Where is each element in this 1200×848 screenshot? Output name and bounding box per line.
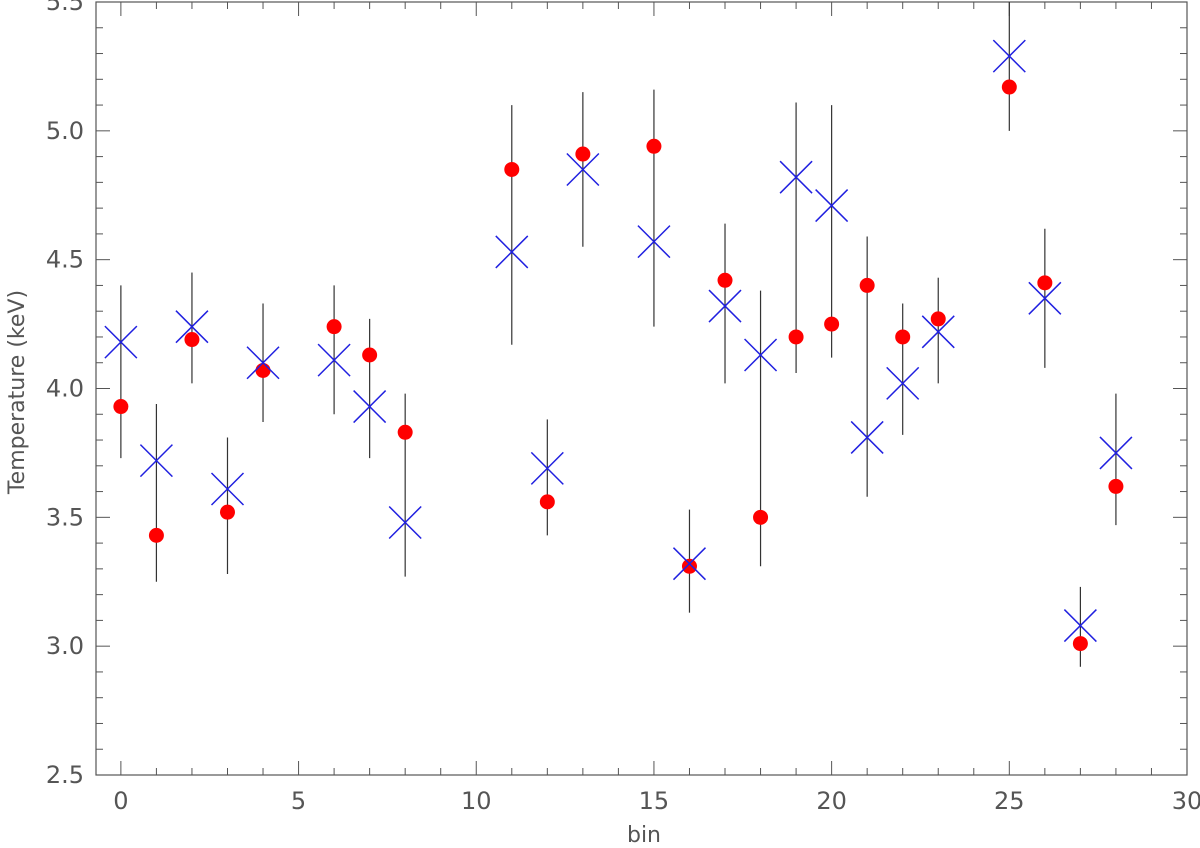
blue-cross-point [672, 547, 707, 581]
red-dot-point [681, 558, 697, 574]
red-dot-point [646, 138, 662, 154]
y-tick-label: 5.0 [46, 117, 84, 145]
red-dot-point [113, 399, 129, 415]
y-tick-label: 3.5 [46, 503, 84, 531]
cross-stroke [566, 152, 600, 187]
red-dot-point [255, 362, 271, 378]
blue-cross-point [317, 343, 351, 377]
y-tick-label: 5.5 [46, 0, 84, 16]
x-tick-label: 20 [816, 787, 847, 815]
cross-stroke [210, 472, 245, 506]
red-dot-point [753, 509, 769, 525]
blue-cross-point [1099, 436, 1133, 470]
error-bars [120, 2, 1117, 667]
blue-cross-point [921, 315, 955, 349]
blue-cross-point [104, 325, 138, 359]
cross-stroke [495, 235, 529, 269]
red-dot-point [219, 504, 235, 520]
plot-frame [95, 1, 1188, 776]
blue-cross-point [210, 472, 245, 506]
y-axis-title: Temperature (keV) [5, 290, 30, 495]
cross-stroke [744, 338, 778, 372]
y-tick-label: 2.5 [46, 761, 84, 789]
cross-stroke [530, 451, 564, 485]
y-tick-label: 4.5 [46, 246, 84, 274]
blue-cross-point [992, 39, 1026, 73]
red-dot-point [717, 272, 733, 288]
blue-cross-point [139, 444, 173, 478]
red-dot-point [148, 527, 164, 543]
x-tick-label: 30 [1172, 787, 1200, 815]
blue-cross-point [246, 346, 280, 380]
red-dot-point [362, 347, 378, 363]
blue-cross-point [495, 235, 529, 269]
red-dot-point [788, 329, 804, 345]
red-dot-point [930, 311, 946, 327]
red-dot-point [1108, 478, 1124, 494]
red-dot-point [397, 424, 413, 440]
blue-cross-point [388, 505, 422, 540]
blue-cross-point [779, 160, 813, 194]
blue-cross-point [886, 366, 920, 400]
red-dot-point [1001, 79, 1017, 95]
cross-stroke [1063, 609, 1097, 643]
cross-stroke [1028, 281, 1062, 315]
cross-stroke [104, 325, 138, 359]
red-dot-point [1037, 275, 1053, 291]
blue-cross-point [566, 152, 600, 187]
blue-cross-point [530, 451, 564, 485]
cross-stroke [886, 366, 920, 400]
cross-stroke [353, 390, 387, 424]
blue-cross-point [1028, 281, 1062, 315]
cross-stroke [317, 343, 351, 377]
blue-cross-point [850, 420, 884, 454]
red-dot-point [539, 494, 555, 510]
blue-cross-point [708, 289, 742, 323]
x-tick-label: 5 [291, 787, 306, 815]
y-tick-label: 4.0 [46, 375, 84, 403]
axes: 0 5 10 15 20 25 30 2.5 3.0 3.5 4.0 4.5 5.0 5.5 [46, 0, 1200, 815]
red-dot-point [575, 146, 591, 162]
data-markers [104, 39, 1133, 652]
cross-stroke [850, 420, 884, 454]
cross-stroke [1099, 436, 1133, 470]
cross-stroke [139, 444, 173, 478]
red-dot-point [824, 316, 840, 332]
cross-stroke [815, 189, 849, 223]
x-tick-label: 25 [994, 787, 1025, 815]
blue-cross-point [353, 390, 387, 424]
x-tick-label: 10 [461, 787, 492, 815]
cross-stroke [637, 225, 671, 259]
y-tick-label: 3.0 [46, 632, 84, 660]
cross-stroke [921, 315, 955, 349]
x-tick-label: 15 [639, 787, 670, 815]
red-dot-point [504, 161, 520, 177]
cross-stroke [175, 310, 209, 344]
blue-cross-point [1063, 609, 1097, 643]
cross-stroke [672, 547, 707, 581]
cross-stroke [779, 160, 813, 194]
cross-stroke [246, 346, 280, 380]
blue-cross-point [815, 189, 849, 223]
red-dot-point [1072, 636, 1088, 652]
cross-stroke [708, 289, 742, 323]
x-axis-title: bin [627, 823, 661, 848]
blue-cross-point [175, 310, 209, 344]
blue-cross-point [637, 225, 671, 259]
blue-cross-point [744, 338, 778, 372]
red-dot-point [184, 332, 200, 348]
cross-stroke [388, 505, 422, 540]
red-dot-point [326, 319, 342, 335]
x-tick-label: 0 [113, 787, 128, 815]
red-dot-point [859, 277, 875, 293]
cross-stroke [992, 39, 1026, 73]
red-dot-point [895, 329, 911, 345]
